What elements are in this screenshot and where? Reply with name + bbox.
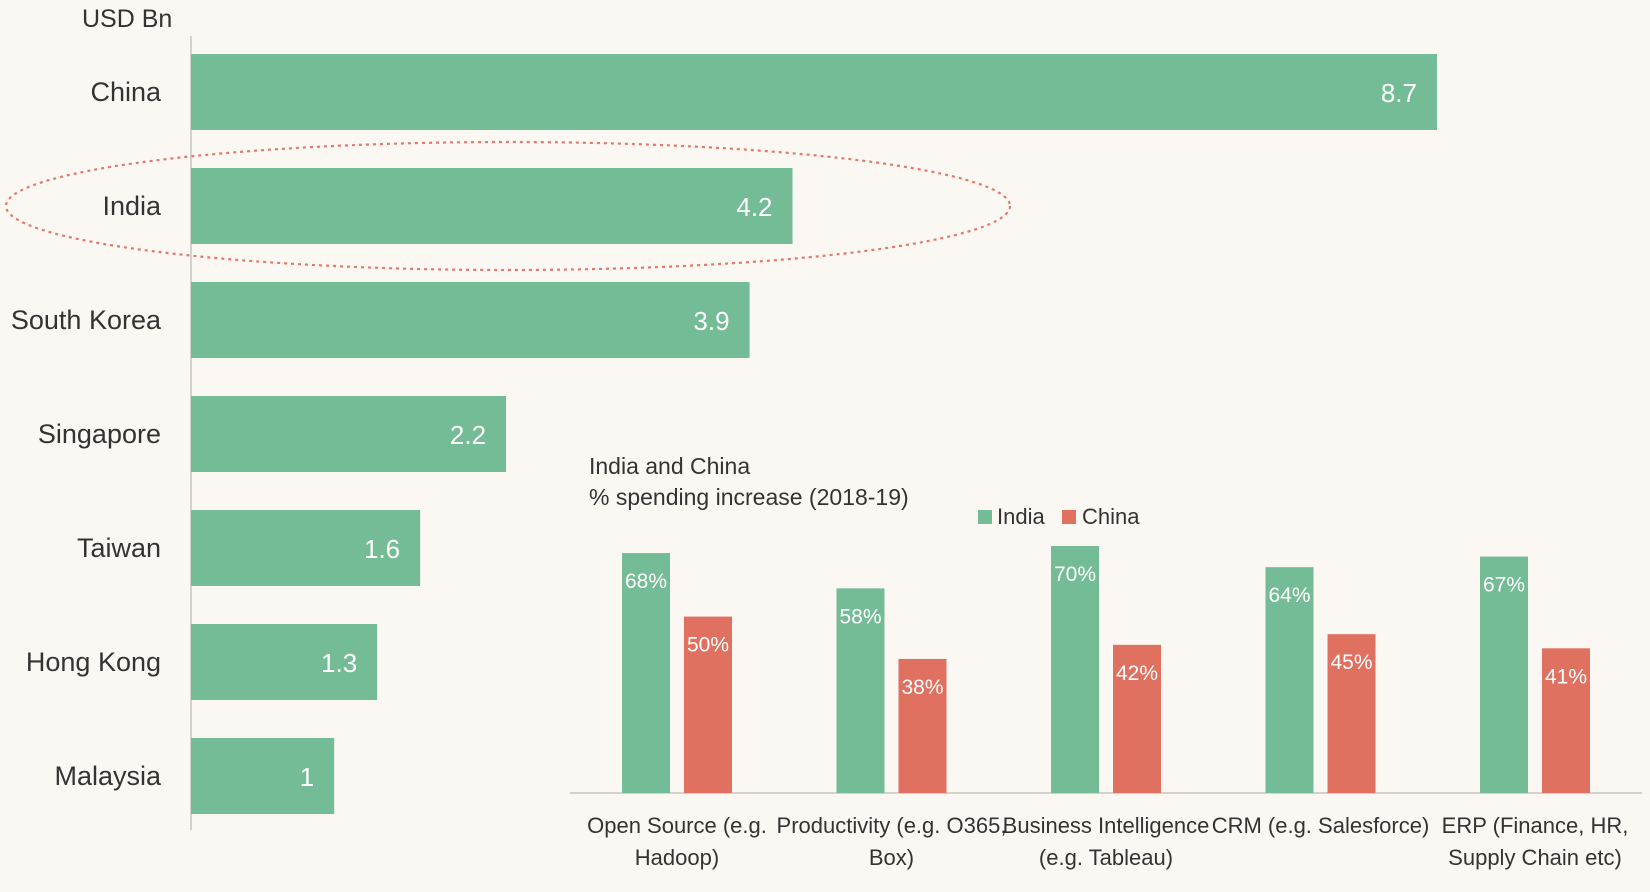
- legend: India China: [978, 504, 1140, 529]
- value-label-china: 8.7: [1381, 78, 1417, 108]
- legend-label-india: India: [997, 504, 1045, 529]
- bar-hong-kong: [191, 624, 378, 700]
- value-label-taiwan: 1.6: [364, 534, 400, 564]
- value-label-india-business-intelligence: 70%: [1054, 563, 1096, 586]
- bar-south-korea: [191, 282, 750, 358]
- category-label-hong-kong: Hong Kong: [26, 647, 161, 677]
- bar-china-open-source: [684, 616, 732, 793]
- category-label-singapore: Singapore: [38, 419, 161, 449]
- legend-label-china: China: [1082, 504, 1140, 529]
- inset-title-line-1: India and China: [589, 453, 750, 479]
- value-label-south-korea: 3.9: [693, 306, 729, 336]
- india-highlight-ellipse: [4, 140, 1012, 272]
- main-bar-chart: USD Bn China 8.7 India 4.2 South Korea 3.9 Sin…: [4, 5, 1437, 830]
- category-label-china: China: [90, 77, 162, 107]
- value-label-india-open-source: 68%: [625, 570, 667, 593]
- value-label-india-productivity-e: 58%: [839, 605, 881, 628]
- bar-singapore: [191, 396, 507, 472]
- bar-india-crm-e: [1265, 567, 1314, 793]
- category-label-malaysia: Malaysia: [54, 761, 162, 791]
- bar-india-productivity-e: [836, 588, 885, 793]
- unit-label: USD Bn: [82, 5, 172, 33]
- category-label-crm-e-line-1: CRM (e.g. Salesforce): [1212, 813, 1430, 838]
- value-label-hong-kong: 1.3: [321, 648, 357, 678]
- value-label-india: 4.2: [736, 192, 772, 222]
- category-label-open-source-line-2: Hadoop): [635, 845, 719, 870]
- category-label-south-korea: South Korea: [11, 305, 162, 335]
- value-label-china-productivity-e: 38%: [901, 676, 943, 699]
- category-label-india: India: [102, 191, 162, 221]
- bar-india-erp-finance: [1480, 556, 1528, 793]
- bar-china: [191, 54, 1437, 130]
- category-label-erp-finance-line-1: ERP (Finance, HR,: [1442, 813, 1629, 838]
- category-label-productivity-e-line-1: Productivity (e.g. O365,: [777, 813, 1007, 838]
- category-label-business-intelligence-line-2: (e.g. Tableau): [1039, 845, 1173, 870]
- value-label-singapore: 2.2: [450, 420, 486, 450]
- inset-title-line-2: % spending increase (2018-19): [589, 484, 909, 510]
- value-label-malaysia: 1: [300, 762, 314, 792]
- category-label-open-source-line-1: Open Source (e.g.: [587, 813, 767, 838]
- bar-malaysia: [191, 738, 335, 814]
- legend-swatch-india: [978, 510, 992, 524]
- bar-india-business-intelligence: [1051, 546, 1099, 793]
- inset-grouped-chart: India and China % spending increase (201…: [570, 453, 1642, 870]
- legend-swatch-china: [1062, 510, 1076, 524]
- bar-china-business-intelligence: [1113, 644, 1161, 793]
- value-label-india-erp-finance: 67%: [1483, 574, 1525, 597]
- value-label-china-erp-finance: 41%: [1545, 665, 1587, 688]
- bar-china-crm-e: [1327, 634, 1376, 793]
- bar-china-erp-finance: [1542, 648, 1590, 793]
- value-label-china-open-source: 50%: [687, 634, 729, 657]
- value-label-china-business-intelligence: 42%: [1116, 662, 1158, 685]
- bar-india: [191, 168, 793, 244]
- value-label-china-crm-e: 45%: [1330, 651, 1372, 674]
- bar-india-open-source: [622, 553, 670, 793]
- category-label-business-intelligence-line-1: Business Intelligence: [1003, 813, 1210, 838]
- bar-taiwan: [191, 510, 421, 586]
- category-label-erp-finance-line-2: Supply Chain etc): [1448, 845, 1622, 870]
- bar-china-productivity-e: [898, 658, 947, 793]
- category-label-taiwan: Taiwan: [77, 533, 161, 563]
- value-label-india-crm-e: 64%: [1268, 584, 1310, 607]
- category-label-productivity-e-line-2: Box): [869, 845, 914, 870]
